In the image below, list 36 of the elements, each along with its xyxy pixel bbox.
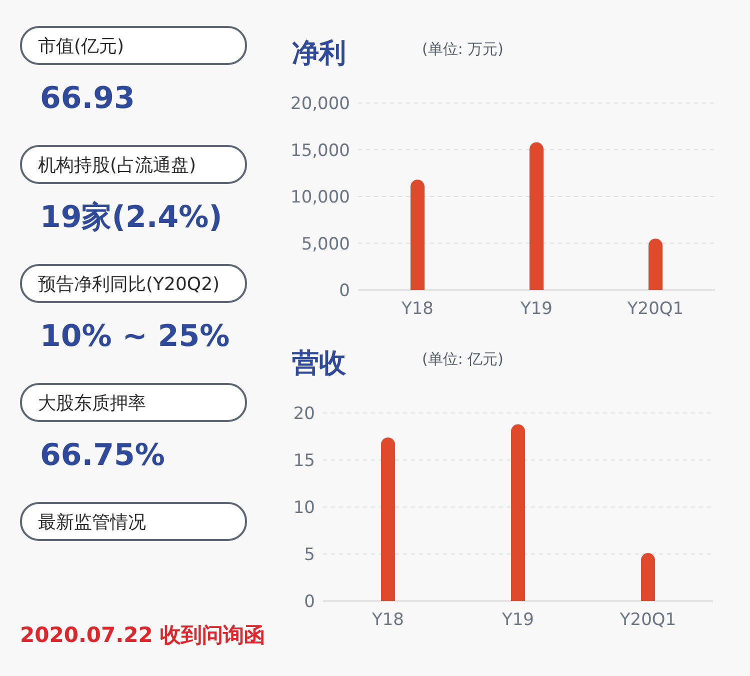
y-tick-label: 15,000 — [290, 140, 350, 161]
y-tick-label: 15 — [293, 451, 315, 471]
text: 预告净利同比(Y20Q2) — [38, 274, 220, 295]
text: 66.93 — [40, 81, 135, 116]
y-tick-label: 20,000 — [290, 94, 350, 114]
text: 大股东质押率 — [38, 393, 146, 414]
text: 66.75% — [40, 438, 165, 473]
x-tick-label: Y19 — [519, 299, 553, 319]
y-tick-label: 5 — [304, 545, 315, 565]
y-tick-label: 5,000 — [301, 234, 350, 254]
y-tick-label: 10 — [293, 498, 315, 518]
text: 最新监管情况 — [38, 512, 146, 533]
text: 2020.07.22 收到问询函 — [20, 623, 266, 647]
x-tick-label: Y20Q1 — [618, 610, 676, 630]
bar — [511, 424, 525, 601]
y-tick-label: 0 — [304, 592, 315, 612]
chart-subtitle: (单位: 万元) — [422, 40, 504, 58]
text: 10% ~ 25% — [40, 319, 230, 354]
x-tick-label: Y18 — [370, 610, 404, 630]
bar — [410, 180, 424, 290]
y-tick-label: 20 — [293, 404, 315, 424]
text: 19家(2.4%) — [40, 200, 222, 235]
bar — [648, 238, 662, 290]
chart-subtitle: (单位: 亿元) — [422, 350, 504, 368]
text: 市值(亿元) — [38, 36, 124, 57]
x-tick-label: Y20Q1 — [626, 299, 684, 319]
x-tick-label: Y18 — [400, 299, 434, 319]
y-tick-label: 10,000 — [290, 188, 350, 208]
bar — [381, 437, 395, 601]
chart-title: 营收 — [291, 348, 347, 379]
text: 机构持股(占流通盘) — [38, 155, 196, 176]
bar — [530, 142, 544, 290]
bar — [641, 553, 655, 601]
chart-title: 净利 — [292, 38, 346, 69]
y-tick-label: 0 — [339, 281, 350, 301]
x-tick-label: Y19 — [500, 610, 534, 630]
